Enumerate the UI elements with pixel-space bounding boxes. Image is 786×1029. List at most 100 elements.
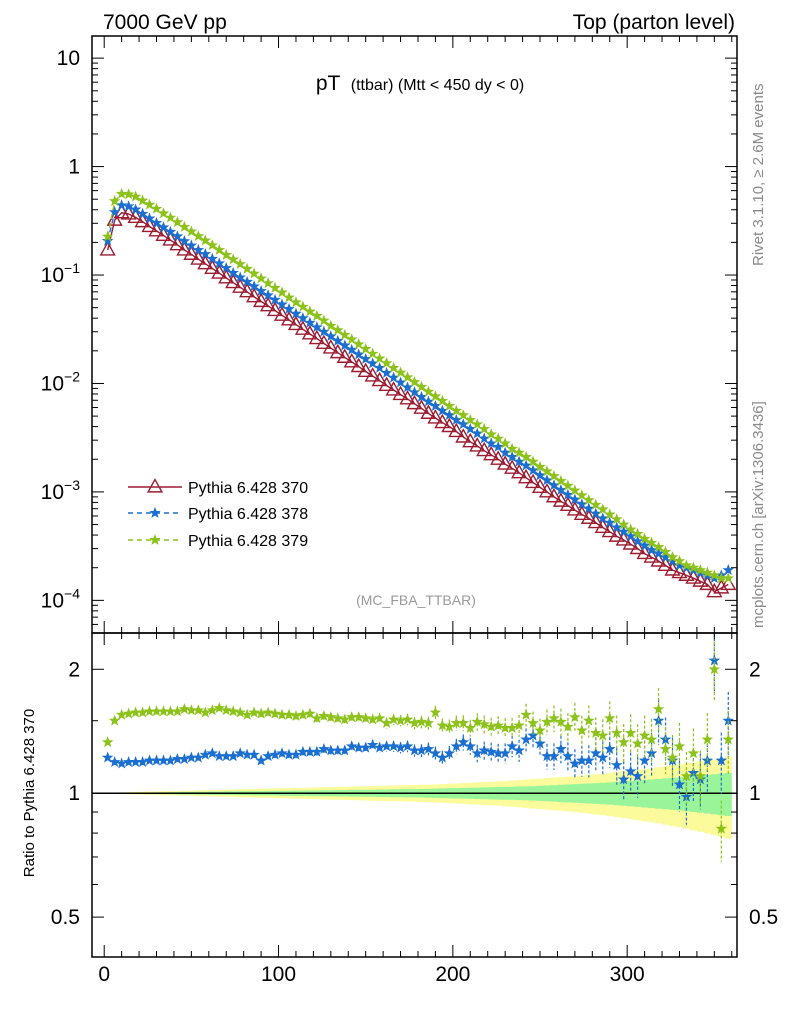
ratio-point-379 [624,726,637,738]
ratio-point-378 [178,753,191,764]
data-point-379 [143,198,156,210]
data-point-378 [471,427,484,439]
data-point-378 [624,530,637,542]
ratio-point-379 [422,717,435,729]
ratio-point-379 [394,714,407,726]
data-point-378 [450,413,463,425]
data-point-370 [517,468,535,484]
ratio-y-tick-label-left: 0.5 [51,906,80,929]
data-point-370 [211,264,228,279]
data-point-379 [129,190,142,202]
data-point-370 [322,339,339,354]
data-point-379 [234,258,246,269]
data-point-379 [687,561,700,573]
data-point-378 [394,376,407,388]
data-point-379 [185,225,198,237]
ratio-point-379 [443,720,456,732]
ratio-point-379 [401,713,414,725]
data-point-379 [541,465,553,477]
data-point-379 [457,409,470,421]
data-point-370 [197,254,214,270]
legend-label-378: Pythia 6.428 378 [188,506,308,523]
data-point-370 [127,208,144,223]
series-370 [99,203,737,598]
y-tick-label-base: 10 [41,589,64,612]
data-point-378 [311,321,323,333]
data-point-378 [136,207,149,219]
ratio-point-378 [471,747,484,759]
ratio-point-379 [541,715,553,727]
ratio-point-378 [206,747,218,759]
ratio-point-379 [548,712,560,724]
data-point-379 [241,262,253,274]
ratio-point-378 [513,744,525,756]
data-point-370 [99,241,116,256]
data-point-370 [308,329,325,345]
data-point-379 [429,390,442,402]
data-point-370 [441,417,458,433]
ratio-point-379 [492,719,504,731]
data-point-378 [583,502,595,514]
ratio-point-379 [701,733,714,745]
data-point-379 [206,239,218,251]
data-point-379 [366,347,379,359]
header-left-label: 7000 GeV pp [103,11,227,34]
data-point-370 [385,381,402,396]
data-point-370 [455,428,472,443]
ratio-point-378 [192,751,205,763]
data-point-370 [364,367,381,382]
data-point-379 [199,234,212,246]
legend: Pythia 6.428 370 Pythia 6.428 378 Pythia… [128,478,308,550]
y-tick-label-base: 10 [41,264,64,287]
data-point-378 [248,280,260,292]
data-point-379 [680,559,693,571]
ratio-point-379 [171,705,184,717]
data-point-379 [136,194,149,206]
ratio-point-378 [527,729,539,741]
data-point-379 [171,216,184,228]
analysis-tag: (MC_FBA_TTBAR) [356,592,476,608]
ratio-point-379 [457,717,470,728]
data-point-378 [269,293,281,305]
data-point-370 [392,385,409,401]
data-point-379 [227,253,239,265]
series-379 [101,187,735,584]
y-tick-label-exponent: −2 [64,368,80,384]
ratio-point-378 [443,747,456,759]
ratio-point-378 [673,778,686,790]
data-point-379 [262,277,274,289]
data-point-379 [213,243,226,255]
ratio-point-379 [269,707,281,719]
ratio-point-379 [206,704,218,716]
ratio-point-379 [332,712,344,724]
ratio-point-379 [304,707,316,719]
data-point-379 [624,523,637,535]
data-point-370 [273,306,291,321]
ratio-point-378 [234,747,246,759]
data-point-370 [399,390,416,405]
data-point-379 [248,267,260,279]
data-point-378 [638,539,651,551]
data-point-378 [129,203,142,215]
ratio-point-379 [359,712,372,724]
ratio-point-379 [562,720,574,732]
ratio-point-378 [401,740,414,752]
data-point-370 [141,217,158,233]
data-point-370 [420,404,437,419]
data-point-379 [534,460,546,472]
data-point-379 [359,342,372,354]
data-point-370 [266,301,284,317]
ratio-point-378 [101,751,114,763]
ratio-point-378 [478,744,491,756]
data-point-378 [562,488,574,500]
data-point-379 [520,450,532,462]
ratio-point-379 [213,702,226,714]
data-point-378 [596,512,609,524]
data-point-378 [241,275,253,287]
data-point-370 [427,409,444,424]
legend-marker-shape-379 [149,533,161,545]
data-point-379 [645,536,658,548]
ratio-point-378 [583,754,595,766]
data-point-378 [610,521,623,533]
ratio-point-378 [345,740,358,752]
